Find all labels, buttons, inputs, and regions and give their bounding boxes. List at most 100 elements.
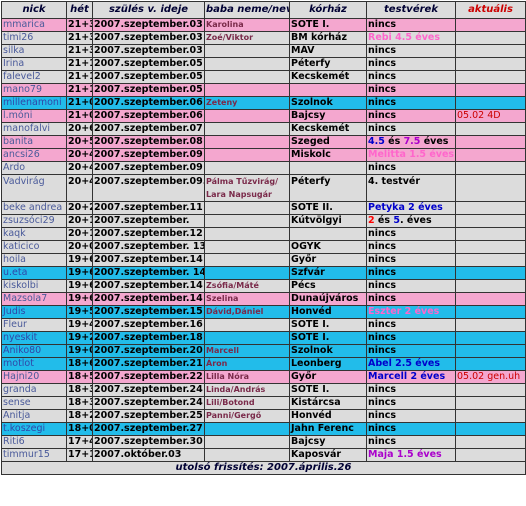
baba-name-cell xyxy=(204,214,290,228)
siblings-cell: Ábel 2.5 éves xyxy=(366,357,456,371)
date-cell: 2007.szeptember.11 xyxy=(92,201,205,215)
baba-name-cell xyxy=(204,422,290,436)
siblings-text: nincs xyxy=(368,45,397,57)
baba-name-cell: Karolina xyxy=(204,18,290,32)
current-cell xyxy=(455,174,526,202)
nick-cell: sense xyxy=(1,396,67,410)
table-row: Judis19+52007.szeptember.15Dávid,DánielH… xyxy=(1,305,526,319)
current-cell xyxy=(455,357,526,371)
current-cell xyxy=(455,70,526,84)
nick-cell: kaqk xyxy=(1,227,67,241)
date-cell: 2007.szeptember.09 xyxy=(92,161,205,175)
siblings-cell: nincs xyxy=(366,122,456,136)
hospital-cell: Kecskemét xyxy=(289,122,367,136)
current-cell xyxy=(455,31,526,45)
het-cell: 18+0 xyxy=(66,422,93,436)
hospital-cell: Bajcsy xyxy=(289,435,367,449)
date-cell: 2007.szeptember.06 xyxy=(92,109,205,123)
siblings-cell: nincs xyxy=(366,396,456,410)
nick-cell: Riti6 xyxy=(1,435,67,449)
date-cell: 2007.szeptember.09 xyxy=(92,148,205,162)
birth-dates-table: nick hét szülés v. ideje baba neme/neve … xyxy=(1,1,526,475)
het-cell: 19+6 xyxy=(66,292,93,306)
nick-cell: mano79 xyxy=(1,83,67,97)
baba-name-cell xyxy=(204,83,290,97)
baba-name-cell xyxy=(204,109,290,123)
header-date: szülés v. ideje xyxy=(92,1,205,19)
siblings-text: éves xyxy=(420,136,449,148)
hospital-cell: Honvéd xyxy=(289,409,367,423)
baba-name-cell: Zoé/Viktor xyxy=(204,31,290,45)
baba-name-cell xyxy=(204,318,290,332)
table-row: motlot18+62007.szeptember.21ÁronLeonberg… xyxy=(1,357,526,371)
siblings-cell: nincs xyxy=(366,331,456,345)
het-cell: 19+4 xyxy=(66,318,93,332)
date-cell: 2007.szeptember.14 xyxy=(92,253,205,267)
het-cell: 19+6 xyxy=(66,253,93,267)
siblings-text: nincs xyxy=(368,293,397,305)
het-cell: 18+3 xyxy=(66,383,93,397)
date-cell: 2007.szeptember.08 xyxy=(92,135,205,149)
siblings-text: nincs xyxy=(368,280,397,292)
siblings-cell: 2 és 5. éves xyxy=(366,214,456,228)
siblings-text: nincs xyxy=(368,228,397,240)
baba-name-cell xyxy=(204,266,290,280)
nick-cell: Vadvirág xyxy=(1,174,67,202)
date-cell: 2007.szeptember.06 xyxy=(92,96,205,110)
het-cell: 18+6 xyxy=(66,357,93,371)
header-baba: baba neme/neve xyxy=(204,1,290,19)
table-row: mmarica21+32007.szeptember.03KarolinaSOT… xyxy=(1,18,526,32)
nick-cell: Anitja xyxy=(1,409,67,423)
date-cell: 2007.szeptember. 14 xyxy=(92,266,205,280)
het-cell: 20+0 xyxy=(66,240,93,254)
baba-name-cell xyxy=(204,435,290,449)
current-cell xyxy=(455,57,526,71)
hospital-cell: Szeged xyxy=(289,135,367,149)
baba-name-cell: Lilla Nóra xyxy=(204,370,290,384)
hospital-cell: Kistárcsa xyxy=(289,396,367,410)
table-header: nick hét szülés v. ideje baba neme/neve … xyxy=(1,1,526,19)
hospital-cell: Péterfy xyxy=(289,57,367,71)
siblings-text: Maja 1.5 éves xyxy=(368,449,442,461)
nick-cell: silka xyxy=(1,44,67,58)
siblings-text: nincs xyxy=(368,345,397,357)
date-cell: 2007.szeptember.18 xyxy=(92,331,205,345)
current-cell xyxy=(455,96,526,110)
baba-name-cell xyxy=(204,70,290,84)
siblings-text: 5 xyxy=(393,215,400,227)
current-cell xyxy=(455,122,526,136)
current-cell xyxy=(455,292,526,306)
siblings-cell: Marcell 2 éves xyxy=(366,370,456,384)
het-cell: 20+2 xyxy=(66,201,93,215)
siblings-cell: nincs xyxy=(366,57,456,71)
date-cell: 2007.szeptember.27 xyxy=(92,422,205,436)
current-cell xyxy=(455,383,526,397)
current-cell xyxy=(455,305,526,319)
header-row: nick hét szülés v. ideje baba neme/neve … xyxy=(1,1,526,19)
siblings-text: nincs xyxy=(368,423,397,435)
siblings-text: . éves xyxy=(399,215,432,227)
current-cell xyxy=(455,135,526,149)
table-row: timi2621+32007.szeptember.03Zoé/ViktorBM… xyxy=(1,31,526,45)
header-korhaz: kórház xyxy=(289,1,367,19)
nick-cell: Ardo xyxy=(1,161,67,175)
het-cell: 21+1 xyxy=(66,70,93,84)
het-cell: 19+6 xyxy=(66,279,93,293)
date-cell: 2007.szeptember.14 xyxy=(92,279,205,293)
het-cell: 18+5 xyxy=(66,370,93,384)
date-cell: 2007.szeptember.03 xyxy=(92,18,205,32)
siblings-text: Marcell 2 éves xyxy=(368,371,446,383)
hospital-cell xyxy=(289,161,367,175)
het-cell: 21+1 xyxy=(66,83,93,97)
nick-cell: Irina xyxy=(1,57,67,71)
siblings-cell: Eszter 2 éves xyxy=(366,305,456,319)
siblings-text: és xyxy=(374,215,394,227)
hospital-cell: Leonberg xyxy=(289,357,367,371)
nick-cell: Judis xyxy=(1,305,67,319)
